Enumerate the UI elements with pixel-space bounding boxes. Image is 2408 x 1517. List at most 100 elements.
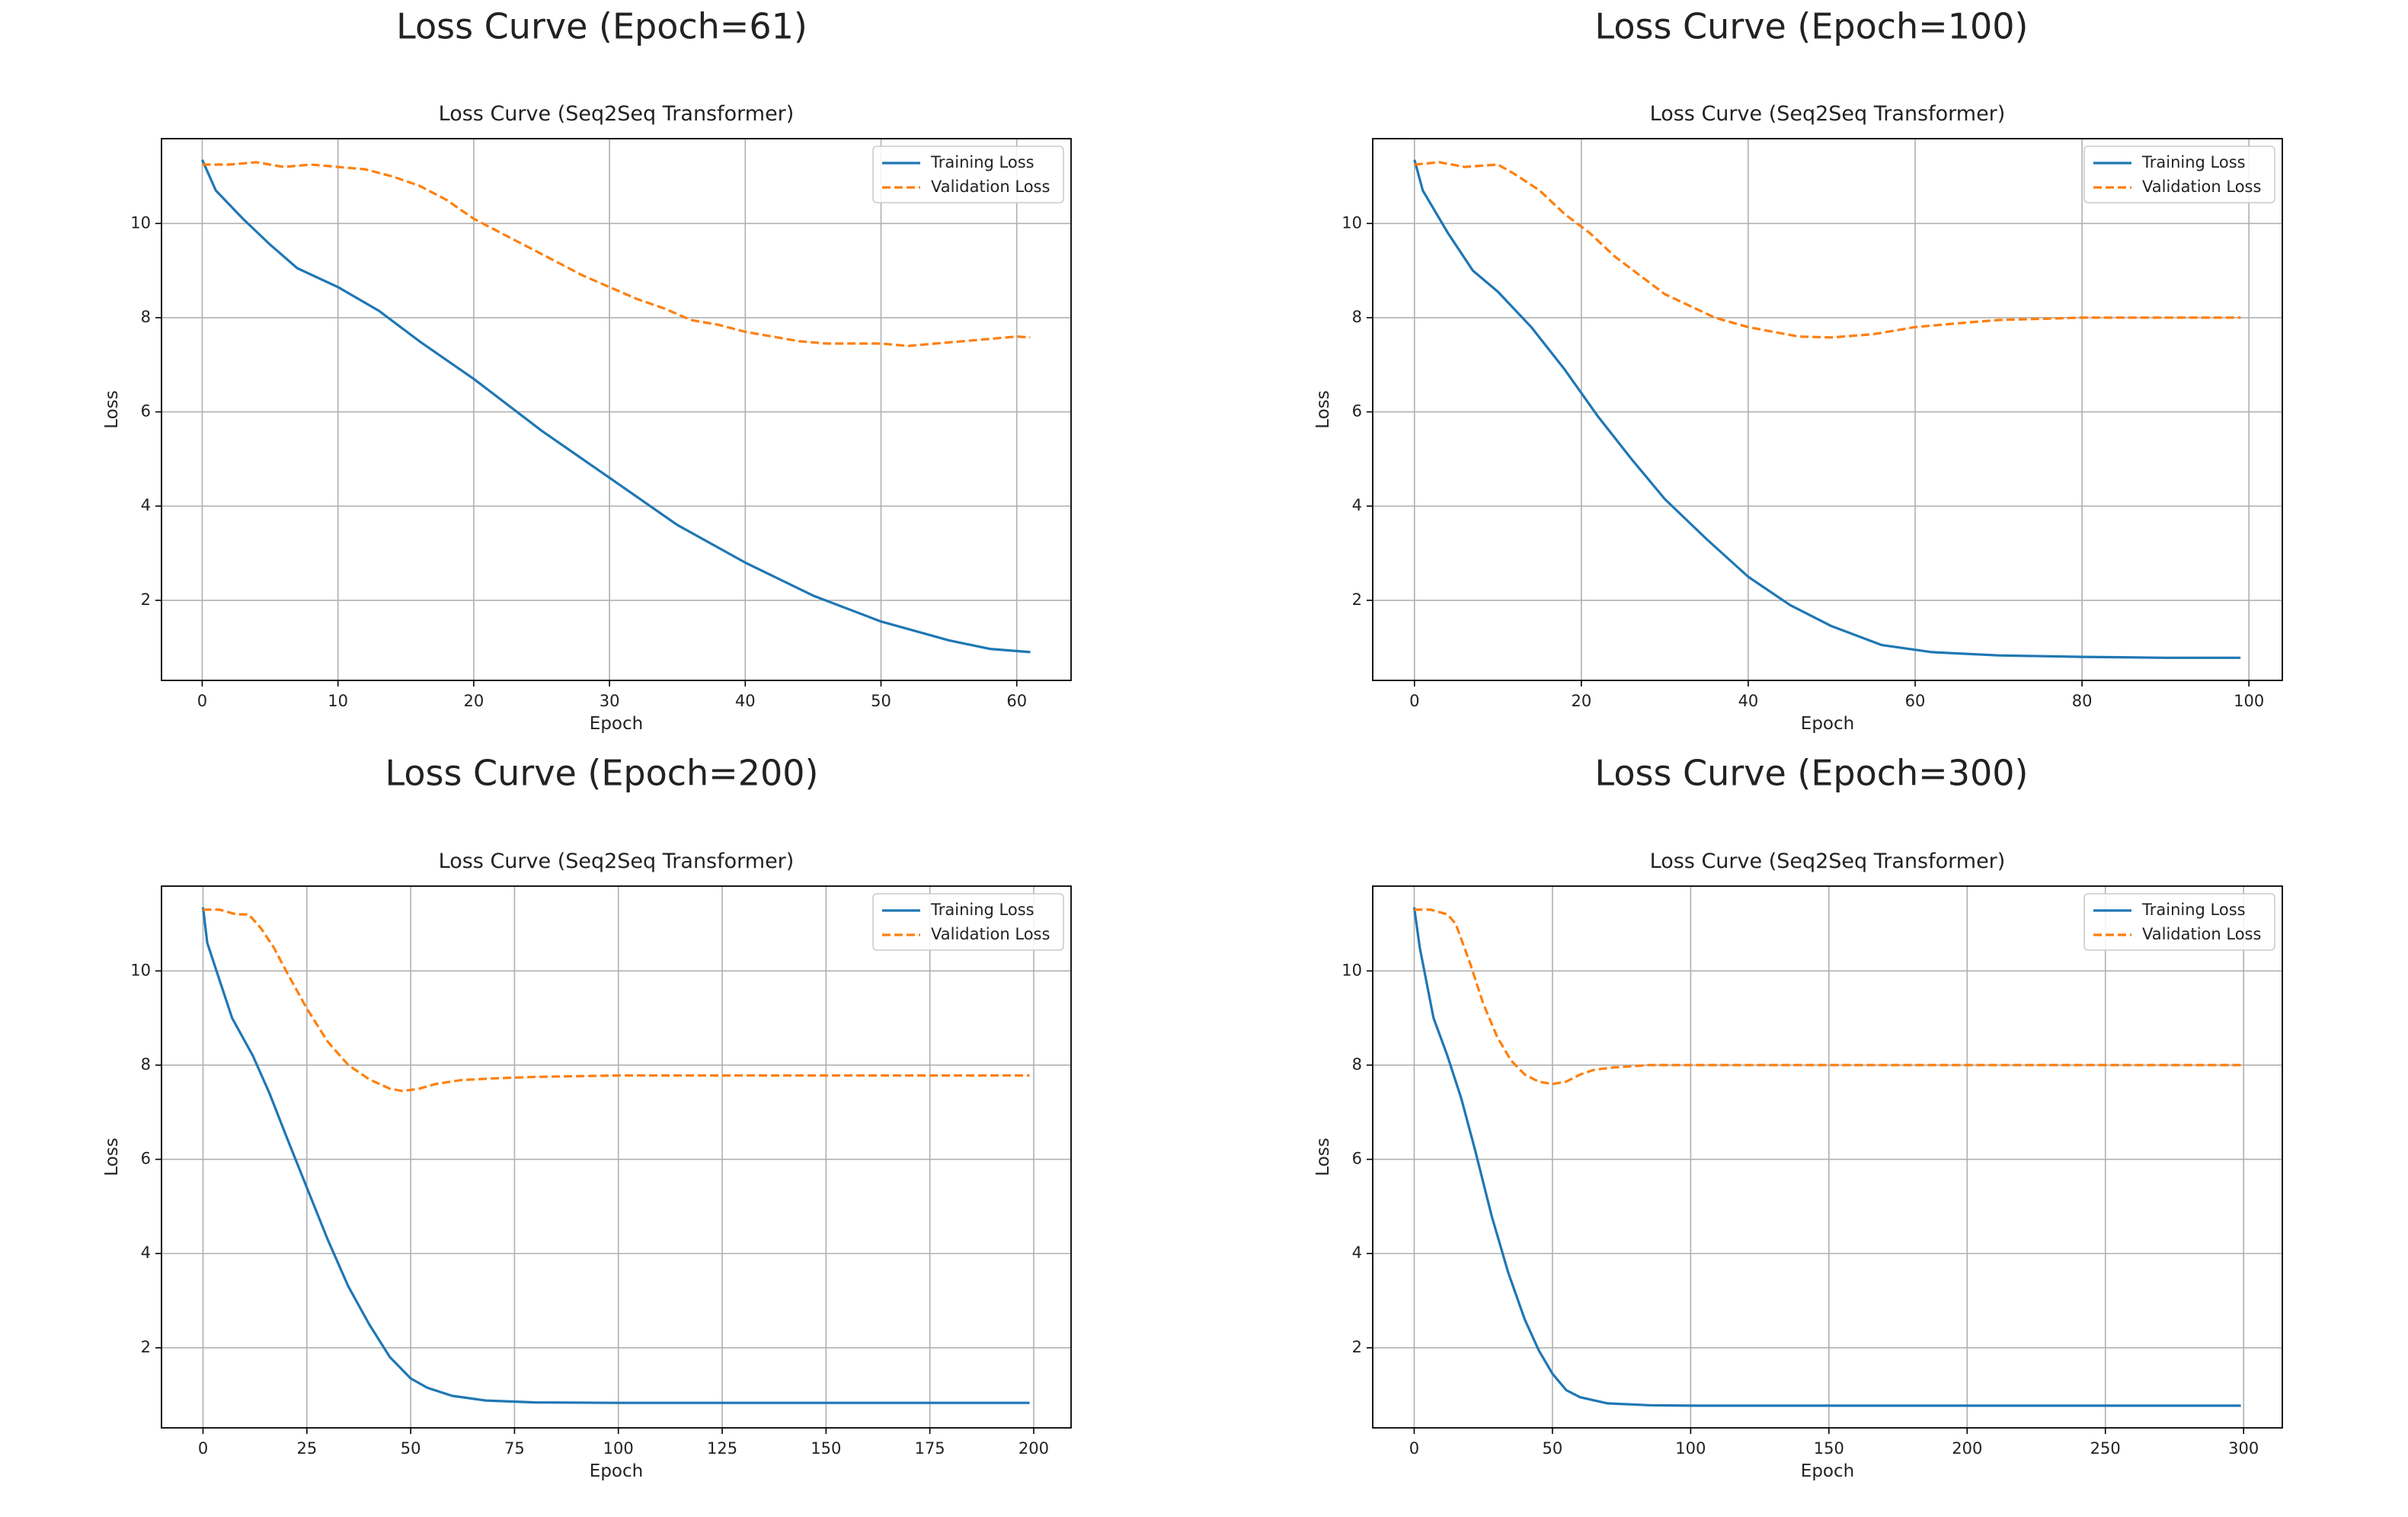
y-axis-label: Loss: [102, 390, 122, 428]
x-tick-label: 30: [600, 692, 620, 710]
chart-panel-1: Loss Curve (Epoch=61) Loss Curve (Seq2Seq…: [102, 6, 1072, 734]
y-tick-label: 10: [130, 961, 151, 979]
x-axis-label: Epoch: [590, 1461, 643, 1481]
validation-loss-line: [1414, 908, 2241, 1086]
x-tick-label: 0: [1409, 692, 1419, 710]
x-tick-label: 100: [2234, 692, 2264, 710]
x-tick-label: 125: [707, 1439, 737, 1458]
y-tick-label: 6: [1352, 402, 1362, 421]
x-tick-label: 50: [871, 692, 891, 710]
panel-suptitle: Loss Curve (Epoch=200): [385, 753, 819, 794]
axes-frame: [161, 138, 1072, 681]
x-tick-label: 20: [1571, 692, 1591, 710]
x-tick-label: 10: [328, 692, 348, 710]
x-tick-label: 0: [1409, 1439, 1419, 1458]
panel-suptitle: Loss Curve (Epoch=300): [1595, 753, 2029, 794]
x-tick-label: 100: [603, 1439, 634, 1458]
x-axis-label: Epoch: [590, 714, 643, 734]
legend-entry: Validation Loss: [931, 178, 1050, 196]
y-tick-label: 4: [1352, 496, 1362, 514]
x-tick-label: 75: [504, 1439, 525, 1458]
y-tick-label: 6: [141, 402, 151, 421]
grid: [161, 139, 1071, 680]
legend-entry: Validation Loss: [931, 925, 1050, 943]
x-tick-label: 150: [1814, 1439, 1844, 1458]
axes-frame: [161, 885, 1072, 1429]
y-tick-label: 2: [1352, 1338, 1362, 1356]
y-tick-label: 4: [1352, 1243, 1362, 1262]
x-tick-label: 0: [197, 692, 207, 710]
y-axis-label: Loss: [102, 1138, 122, 1176]
grid: [161, 886, 1071, 1428]
legend-entry: Training Loss: [2141, 901, 2246, 919]
training-loss-line: [1412, 907, 2241, 1407]
x-tick-label: 60: [1905, 692, 1926, 710]
x-tick-label: 50: [401, 1439, 421, 1458]
legend-box: [2083, 893, 2275, 951]
x-tick-label: 40: [735, 692, 756, 710]
legend-entry: Training Loss: [930, 153, 1035, 171]
legend-box: [2083, 146, 2275, 203]
chart-panel-3: Loss Curve (Epoch=200) Loss Curve (Seq2Se…: [102, 753, 1072, 1481]
axes-title: Loss Curve (Seq2Seq Transformer): [439, 850, 795, 873]
training-loss-line: [1413, 159, 2241, 659]
x-tick-label: 100: [1675, 1439, 1706, 1458]
x-tick-label: 60: [1006, 692, 1027, 710]
axes-frame: [1372, 138, 2283, 681]
training-loss-line: [201, 159, 1031, 654]
y-tick-label: 4: [141, 496, 151, 514]
chart-panel-2: Loss Curve (Epoch=100) Loss Curve (Seq2Se…: [1313, 6, 2283, 734]
x-tick-label: 80: [2072, 692, 2093, 710]
axes-frame: [1372, 885, 2283, 1429]
y-tick-label: 2: [1352, 590, 1362, 609]
x-axis-label: Epoch: [1801, 714, 1854, 734]
y-tick-label: 6: [1352, 1150, 1362, 1168]
y-tick-label: 8: [1352, 308, 1362, 326]
legend-box: [872, 146, 1064, 203]
y-tick-label: 10: [130, 213, 151, 232]
chart-panel-4: Loss Curve (Epoch=300) Loss Curve (Seq2Se…: [1313, 753, 2283, 1481]
axes-title: Loss Curve (Seq2Seq Transformer): [439, 102, 795, 126]
grid: [1373, 886, 2282, 1428]
y-tick-label: 10: [1342, 961, 1362, 979]
legend: Training Loss Validation Loss: [872, 146, 1064, 203]
y-tick-label: 4: [141, 1243, 151, 1262]
y-tick-label: 2: [141, 590, 151, 609]
x-axis-label: Epoch: [1801, 1461, 1854, 1481]
validation-loss-line: [1414, 161, 2241, 339]
training-loss-line: [201, 907, 1030, 1404]
x-tick-label: 200: [1019, 1439, 1049, 1458]
legend: Training Loss Validation Loss: [2083, 893, 2275, 951]
legend-entry: Validation Loss: [2142, 925, 2261, 943]
x-tick-label: 250: [2090, 1439, 2121, 1458]
x-tick-label: 40: [1738, 692, 1759, 710]
x-tick-label: 50: [1543, 1439, 1563, 1458]
y-axis-label: Loss: [1313, 1138, 1333, 1176]
y-tick-label: 10: [1342, 213, 1362, 232]
x-tick-label: 200: [1952, 1439, 1982, 1458]
legend-entry: Training Loss: [2141, 153, 2246, 171]
y-tick-label: 2: [141, 1338, 151, 1356]
x-tick-label: 20: [464, 692, 484, 710]
y-tick-label: 8: [141, 1055, 151, 1074]
legend: Training Loss Validation Loss: [2083, 146, 2275, 203]
panel-suptitle: Loss Curve (Epoch=61): [396, 6, 807, 47]
legend-box: [872, 893, 1064, 951]
axes-title: Loss Curve (Seq2Seq Transformer): [1650, 102, 2006, 126]
x-tick-label: 150: [811, 1439, 841, 1458]
y-tick-label: 6: [141, 1150, 151, 1168]
validation-loss-line: [202, 161, 1031, 347]
x-tick-label: 0: [198, 1439, 208, 1458]
legend: Training Loss Validation Loss: [872, 893, 1064, 951]
y-tick-label: 8: [1352, 1055, 1362, 1074]
y-axis-label: Loss: [1313, 390, 1333, 428]
panel-suptitle: Loss Curve (Epoch=100): [1595, 6, 2029, 47]
validation-loss-line: [203, 908, 1030, 1093]
legend-entry: Validation Loss: [2142, 178, 2261, 196]
y-tick-label: 8: [141, 308, 151, 326]
x-tick-label: 300: [2228, 1439, 2259, 1458]
grid: [1373, 139, 2282, 680]
axes-title: Loss Curve (Seq2Seq Transformer): [1650, 850, 2006, 873]
